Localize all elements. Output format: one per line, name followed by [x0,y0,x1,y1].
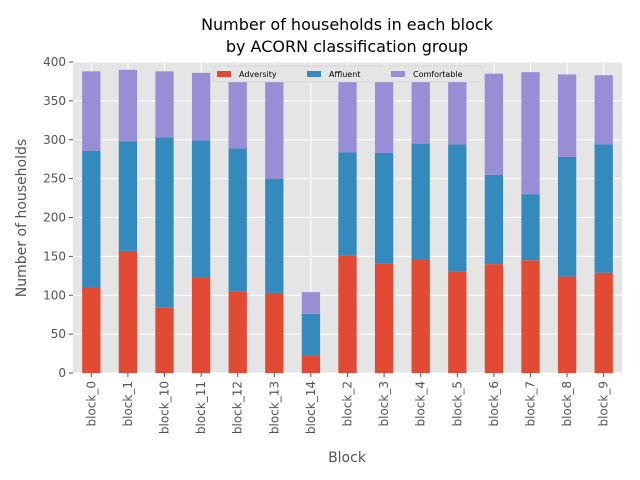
bar-comfortable-block_1 [118,69,138,142]
bar-affluent-block_6 [484,174,504,265]
bar-affluent-block_14 [301,313,321,356]
x-tick-label: block_11 [194,381,208,434]
bar-adversity-block_2 [338,255,357,373]
y-tick-label: 350 [43,94,66,108]
legend-label-affluent: Affluent [329,70,360,79]
bar-comfortable-block_4 [411,72,430,144]
x-tick-label: block_6 [487,381,501,426]
bar-comfortable-block_8 [557,74,577,157]
x-tick-label: block_12 [231,381,245,434]
legend-swatch-affluent [307,71,321,77]
bar-adversity-block_7 [521,260,540,373]
bar-affluent-block_8 [557,156,577,277]
bar-affluent-block_7 [521,194,540,261]
bar-adversity-block_6 [484,264,504,373]
bar-adversity-block_5 [448,271,467,373]
bar-comfortable-block_5 [448,72,467,145]
bar-comfortable-block_13 [265,73,284,179]
x-tick-label: block_7 [524,381,538,426]
bar-affluent-block_0 [82,150,101,288]
y-tick-label: 150 [43,249,66,263]
bar-comfortable-block_3 [374,72,394,153]
bar-affluent-block_5 [448,144,467,272]
bar-comfortable-block_12 [228,72,247,149]
bar-adversity-block_13 [265,292,284,373]
x-tick-label: block_3 [377,381,391,426]
y-axis-label: Number of households [14,139,30,297]
bar-comfortable-block_9 [594,75,613,145]
bar-adversity-block_4 [411,259,430,373]
bar-adversity-block_0 [82,287,101,373]
x-tick-label: block_0 [84,381,98,426]
bar-adversity-block_1 [118,250,138,373]
bar-affluent-block_10 [155,137,174,308]
bar-affluent-block_13 [265,178,284,293]
bar-comfortable-block_14 [301,292,321,314]
bar-adversity-block_12 [228,291,247,373]
bar-affluent-block_11 [191,140,211,278]
bar-adversity-block_9 [594,272,613,373]
x-tick-label: block_2 [341,381,355,426]
x-tick-label: block_4 [414,381,428,426]
bars [82,69,613,373]
y-tick-label: 100 [43,288,66,302]
bar-comfortable-block_6 [484,73,504,175]
y-tick-label: 0 [58,366,66,380]
bar-affluent-block_3 [374,152,394,264]
y-tick-label: 250 [43,172,66,186]
bar-affluent-block_1 [118,141,138,251]
bar-adversity-block_3 [374,263,394,373]
bar-affluent-block_9 [594,144,613,273]
bar-comfortable-block_2 [338,71,357,153]
bar-affluent-block_2 [338,152,357,256]
y-axis-ticks: 0 50 100 150 200 250 300 350 400 [43,55,73,380]
bar-comfortable-block_10 [155,71,174,138]
chart-title-line-2: by ACORN classification group [226,37,468,56]
y-tick-label: 50 [51,327,66,341]
bar-affluent-block_4 [411,143,430,260]
bar-adversity-block_14 [301,355,321,373]
legend-swatch-comfortable [391,71,405,77]
bar-comfortable-block_11 [191,72,211,141]
legend-label-adversity: Adversity [239,70,277,79]
y-tick-label: 300 [43,133,66,147]
x-axis-ticks: block_0 block_1 block_10 block_11 block_12 bl… [84,373,611,434]
legend: Adversity Affluent Comfortable [212,65,484,83]
x-tick-label: block_1 [121,381,135,426]
y-tick-label: 400 [43,55,66,69]
x-tick-label: block_5 [450,381,464,426]
x-tick-label: block_14 [304,381,318,434]
x-tick-label: block_13 [267,381,281,434]
bar-adversity-block_10 [155,307,174,373]
y-tick-label: 200 [43,211,66,225]
legend-label-comfortable: Comfortable [413,70,463,79]
bar-adversity-block_8 [557,276,577,373]
x-tick-label: block_9 [597,381,611,426]
legend-swatch-adversity [217,71,231,77]
bar-comfortable-block_0 [82,71,101,151]
x-tick-label: block_8 [560,381,574,426]
bar-affluent-block_12 [228,148,247,292]
x-axis-label: Block [328,450,367,466]
legend-box [212,65,484,83]
bar-adversity-block_11 [191,277,211,373]
bar-comfortable-block_7 [521,72,540,195]
x-tick-label: block_10 [158,381,172,434]
chart-title-line-1: Number of households in each block [201,15,494,34]
